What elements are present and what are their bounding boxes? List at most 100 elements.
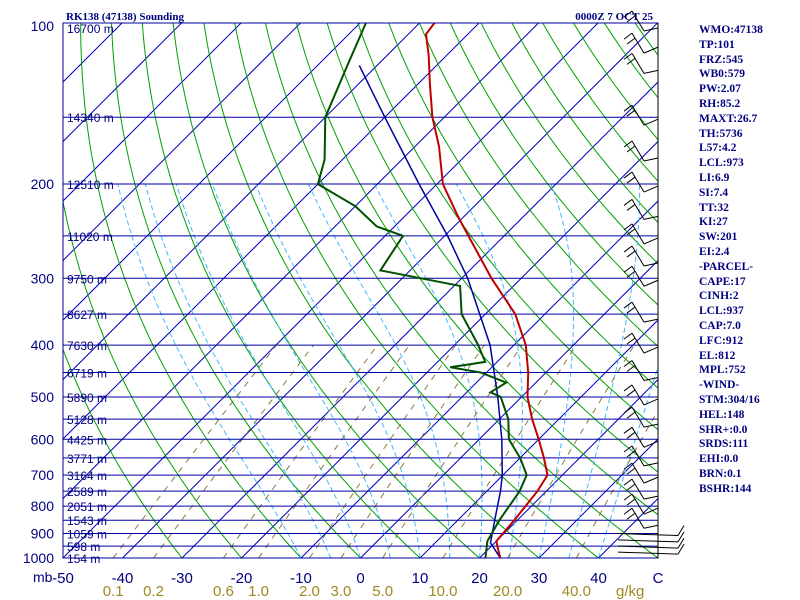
height-label: 5128 m [67, 413, 107, 427]
wind-barb [623, 245, 659, 267]
wind-barb [623, 478, 659, 500]
index-item: LCL:937 [699, 305, 744, 318]
temperature-tick-label: -20 [231, 570, 253, 587]
index-item: EHI:0.0 [699, 453, 739, 466]
wind-barb [623, 140, 659, 162]
wind-barb [617, 525, 685, 537]
isotherm-line [63, 23, 480, 440]
height-label: 9750 m [67, 272, 107, 286]
sounding-indices-panel: WMO:47138 TP:101 FRZ:545 WB0:579 PW:2.07 RH:8… [699, 23, 799, 497]
height-label: 2051 m [67, 500, 107, 514]
wind-barb [623, 52, 659, 74]
height-label: 14340 m [67, 111, 114, 125]
parcel-trace-line [358, 65, 504, 558]
mixing-ratio-tick-label: 10.0 [428, 583, 457, 600]
isotherm-line [63, 23, 420, 381]
height-label: 3164 m [67, 469, 107, 483]
wind-barb [623, 360, 659, 381]
pressure-label: 900 [31, 526, 55, 542]
index-item: -PARCEL- [699, 260, 754, 273]
height-label: 12510 m [67, 178, 114, 192]
wind-barb [623, 32, 659, 54]
index-item: LI:6.9 [699, 171, 730, 184]
mixing-ratio-tick-label: 2.0 [299, 583, 320, 600]
isotherm-line [63, 23, 301, 262]
index-item: L57:4.2 [699, 142, 737, 155]
wind-barb [623, 332, 659, 354]
temperature-tick-label: -10 [290, 570, 312, 587]
height-label: 3771 m [67, 452, 107, 466]
mixing-ratio-tick-label: 3.0 [331, 583, 352, 600]
mixing-ratio-tick-label: 5.0 [372, 583, 393, 600]
moist-adiabat-line [212, 183, 391, 558]
height-labels: 16700 m 14340 m 12510 m 11020 m 9750 m 8627 m… [67, 22, 114, 566]
height-label: 11020 m [67, 230, 113, 244]
temperature-tick-label: C [653, 570, 664, 587]
wind-profile [617, 10, 685, 558]
index-item: TH:5736 [699, 127, 743, 140]
index-item: TP:101 [699, 38, 735, 51]
mixing-ratio-unit-label: g/kg [616, 583, 644, 600]
height-label: 1059 m [67, 528, 107, 542]
wind-barb [617, 543, 685, 555]
pressure-label: 300 [31, 270, 55, 286]
height-label: 2589 m [67, 485, 107, 499]
temperature-tick-label: 20 [471, 570, 488, 587]
height-label: 5890 m [67, 391, 107, 405]
pressure-label: 500 [31, 389, 55, 405]
height-label: 7630 m [67, 339, 107, 353]
wind-barb [623, 301, 659, 323]
wind-barb [623, 406, 659, 428]
pressure-label: 400 [31, 337, 55, 353]
temperature-tick-label: -30 [171, 570, 193, 587]
pressure-unit-label: mb [33, 569, 53, 585]
mixing-ratio-labels: 0.1 0.2 0.6 1.0 2.0 3.0 5.0 10.0 20.0 40.0 [103, 583, 591, 600]
isotherm-line [241, 140, 658, 558]
index-item: CINH:2 [699, 290, 739, 303]
index-item: TT:32 [699, 201, 729, 214]
index-item: -WIND- [699, 379, 740, 392]
thermo-grid [63, 23, 658, 558]
temperature-line [424, 23, 549, 558]
height-label: 8627 m [67, 308, 107, 322]
temperature-tick-label: 10 [412, 570, 429, 587]
pressure-label: 600 [31, 431, 55, 447]
index-item: KI:27 [699, 216, 728, 229]
temperature-tick-label: 30 [531, 570, 548, 587]
temperature-tick-label: 0 [356, 570, 364, 587]
wind-barb [623, 426, 659, 448]
isotherm-line [63, 23, 599, 558]
isotherm-line [538, 438, 658, 558]
pressure-axis-labels: 100 200 300 400 500 600 700 800 900 1000 [23, 18, 54, 566]
height-label: 1543 m [67, 514, 107, 528]
isotherm-line [419, 319, 658, 558]
wind-barb [623, 493, 659, 515]
index-item: BRN:0.1 [699, 467, 742, 480]
index-item: WMO:47138 [699, 24, 763, 36]
wind-barb [623, 171, 659, 193]
index-item: WB0:579 [699, 68, 745, 81]
temperature-tick-label: 40 [590, 570, 607, 587]
wind-barb [623, 199, 659, 220]
index-item: STM:304/16 [699, 393, 760, 406]
index-item: EI:2.4 [699, 245, 730, 258]
pressure-label: 700 [31, 467, 55, 483]
index-item: SW:201 [699, 231, 738, 244]
index-item: PW:2.07 [699, 83, 741, 96]
wind-barb [623, 384, 659, 406]
index-item: MPL:752 [699, 364, 746, 377]
height-label: 6719 m [67, 366, 107, 380]
index-item: SRDS:111 [699, 438, 749, 451]
isotherm-line [63, 23, 361, 321]
isotherm-line [122, 23, 658, 558]
wind-barb [623, 223, 659, 245]
isotherm-line [63, 23, 182, 143]
index-item: HEL:148 [699, 408, 745, 421]
isotherm-line [360, 259, 658, 558]
height-label: 16700 m [67, 22, 114, 36]
wind-barb [623, 445, 659, 467]
index-item: FRZ:545 [699, 53, 744, 66]
height-label: 154 m [67, 552, 100, 566]
